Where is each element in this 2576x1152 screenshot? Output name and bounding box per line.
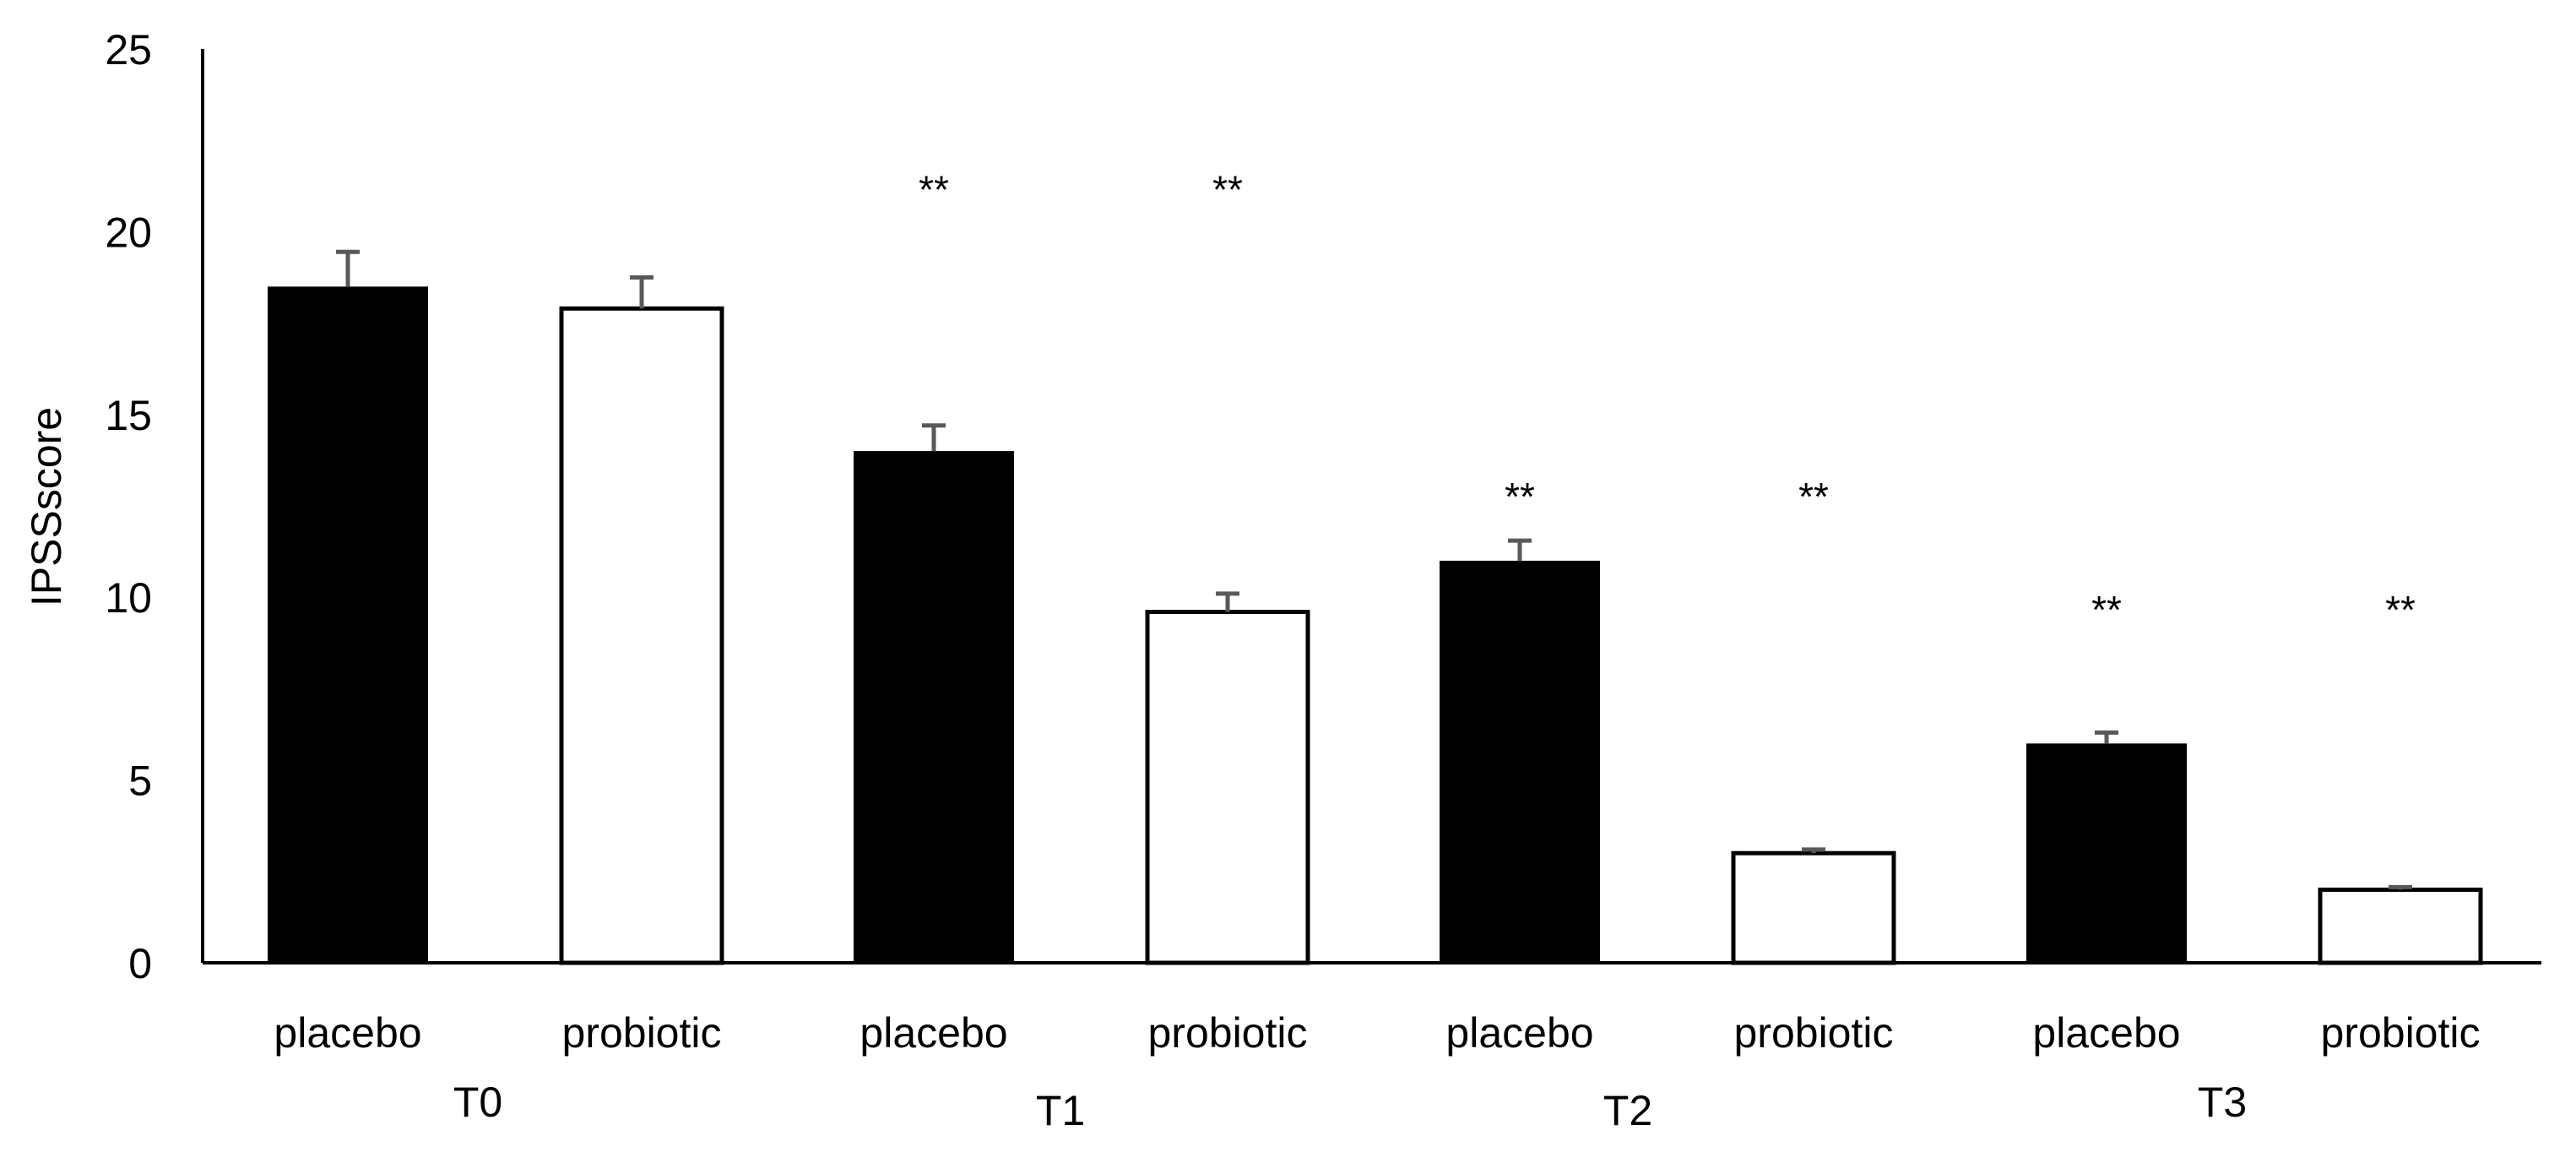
y-tick-label: 0 [128, 940, 152, 987]
significance-marker: ** [2091, 588, 2122, 632]
group-label-T1: T1 [1036, 1087, 1085, 1134]
group-label-T0: T0 [453, 1079, 502, 1126]
significance-marker: ** [1798, 475, 1829, 519]
y-tick-label: 5 [128, 758, 152, 805]
x-tick-label-placebo: placebo [1445, 1009, 1593, 1057]
significance-marker: ** [919, 167, 949, 211]
x-tick-label-placebo: placebo [2032, 1009, 2180, 1057]
x-tick-label-probiotic: probiotic [2321, 1009, 2481, 1057]
y-tick-label: 15 [105, 392, 152, 439]
x-tick-label-probiotic: probiotic [1148, 1009, 1308, 1057]
bar-T2-probiotic [1731, 850, 1896, 965]
bars: ** ** ** ** ** ** [268, 167, 2483, 965]
significance-marker: ** [2385, 588, 2416, 632]
y-tick-label: 20 [105, 209, 152, 256]
x-tick-label-placebo: placebo [274, 1009, 421, 1057]
group-label-T2: T2 [1603, 1087, 1652, 1134]
significance-marker: ** [1505, 475, 1535, 519]
significance-marker: ** [1212, 167, 1243, 211]
group-label-T3: T3 [2198, 1079, 2247, 1126]
bar-T0-placebo [268, 286, 428, 963]
y-axis-label: IPSSscore [23, 407, 70, 606]
x-tick-label-placebo: placebo [860, 1009, 1007, 1057]
bar-T1-placebo [854, 451, 1014, 963]
bar-T2-placebo [1440, 560, 1600, 963]
bar-T1-probiotic [1145, 610, 1310, 965]
y-tick-label: 25 [105, 26, 152, 73]
x-tick-label-probiotic: probiotic [562, 1009, 722, 1057]
bar-T0-probiotic [559, 306, 724, 965]
x-tick-label-probiotic: probiotic [1734, 1009, 1894, 1057]
bar-T3-probiotic [2318, 887, 2483, 965]
x-axis-labels: placebo probiotic placebo probiotic placebo p… [274, 1009, 2480, 1134]
y-tick-label: 10 [105, 574, 152, 622]
bar-T3-placebo [2026, 743, 2187, 963]
